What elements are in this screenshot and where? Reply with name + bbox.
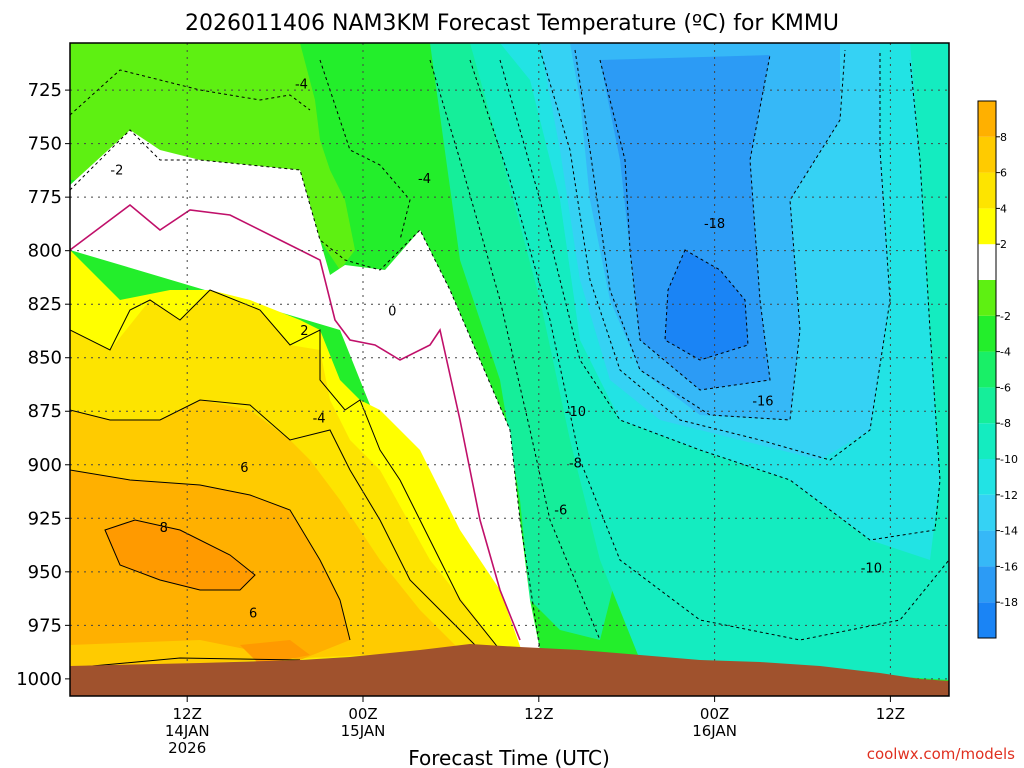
x-tick-label: 00Z bbox=[700, 705, 729, 723]
colorbar-swatch bbox=[978, 172, 996, 209]
contour-2 bbox=[70, 289, 501, 651]
colorbar-label: -16 bbox=[1000, 560, 1018, 573]
colorbar-label: -8 bbox=[1000, 417, 1011, 430]
colorbar-swatch bbox=[978, 602, 996, 638]
contour-label: 8 bbox=[160, 521, 168, 536]
colorbar-swatch bbox=[978, 315, 996, 352]
y-tick-label: 825 bbox=[28, 294, 62, 315]
colorbar-label: -12 bbox=[1000, 489, 1018, 502]
contour-label: -10 bbox=[861, 562, 882, 577]
contour-label: -6 bbox=[554, 504, 567, 519]
colorbar-label: -4 bbox=[1000, 346, 1011, 359]
colorbar-swatch bbox=[978, 387, 996, 424]
colorbar: -18 -16 -14 -12 -10 -8 -6 -4 -2 2 4 6 8 bbox=[977, 100, 1018, 639]
colorbar-swatch bbox=[978, 423, 996, 459]
contour-8-surface bbox=[70, 657, 301, 669]
y-tick-label: 750 bbox=[28, 134, 62, 155]
contour-minus16 bbox=[574, 49, 846, 421]
contour-label: -4 bbox=[418, 172, 431, 187]
colorbar-swatch bbox=[978, 351, 996, 388]
contour-minus4-mid bbox=[319, 59, 411, 241]
y-tick-label: 725 bbox=[28, 80, 62, 101]
band-8-to-10 bbox=[105, 520, 255, 590]
colorbar-label: 6 bbox=[1000, 167, 1007, 180]
x-tick-label: 12Z bbox=[524, 705, 553, 723]
x-tick-day: 15JAN bbox=[341, 722, 386, 740]
colorbar-swatch bbox=[978, 459, 996, 495]
credit-link[interactable]: coolwx.com/models bbox=[867, 745, 1015, 763]
band-minus20 bbox=[665, 250, 748, 360]
colorbar-label: 2 bbox=[1000, 238, 1007, 251]
x-axis-title: Forecast Time (UTC) bbox=[408, 746, 610, 768]
x-tick-day: 14JAN bbox=[165, 722, 210, 740]
x-tick-day: 16JAN bbox=[692, 722, 737, 740]
y-tick-label: 1000 bbox=[16, 669, 62, 690]
y-tick-label: 975 bbox=[28, 615, 62, 636]
contour-labels: -4 -2 -4 -18 0 2 -16 -10 -4 -8 6 -6 8 -10 6 bbox=[110, 78, 882, 622]
contour-zero bbox=[70, 203, 521, 641]
contour-minus14 bbox=[539, 49, 891, 461]
x-tick-year: 2026 bbox=[168, 739, 206, 757]
chart-title: 2026011406 NAM3KM Forecast Temperature (… bbox=[185, 11, 839, 36]
y-tick-label: 850 bbox=[28, 348, 62, 369]
colorbar-label: 4 bbox=[1000, 202, 1007, 215]
contour-label: -4 bbox=[313, 412, 326, 427]
colorbar-swatch bbox=[978, 136, 996, 173]
contour-label: -10 bbox=[565, 405, 586, 420]
terrain-ground bbox=[70, 644, 949, 696]
colorbar-frame bbox=[977, 100, 997, 639]
contour-minus12 bbox=[499, 59, 941, 541]
contour-4 bbox=[70, 399, 481, 651]
band-minus8 bbox=[430, 43, 620, 640]
colorbar-label: 8 bbox=[1000, 131, 1007, 144]
contour-label: 0 bbox=[388, 305, 396, 320]
contour-minus10 bbox=[469, 59, 949, 641]
y-tick-label: 775 bbox=[28, 187, 62, 208]
contour-6 bbox=[70, 469, 351, 641]
colorbar-swatch bbox=[978, 244, 996, 280]
colorbar-swatch bbox=[978, 208, 996, 245]
contour-label: 2 bbox=[300, 324, 308, 339]
colorbar-swatch bbox=[978, 530, 996, 567]
colorbar-swatch bbox=[978, 101, 996, 137]
y-tick-label: 800 bbox=[28, 241, 62, 262]
x-tick-label: 12Z bbox=[173, 705, 202, 723]
y-tick-label: 900 bbox=[28, 455, 62, 476]
colorbar-swatch bbox=[978, 494, 996, 531]
colorbar-label: -10 bbox=[1000, 453, 1018, 466]
colorbar-label: -6 bbox=[1000, 381, 1011, 394]
contour-label: -4 bbox=[295, 78, 308, 93]
x-tick-label: 12Z bbox=[876, 705, 905, 723]
contour-label: -8 bbox=[569, 457, 582, 472]
contour-label: 6 bbox=[240, 461, 248, 476]
colorbar-label: -2 bbox=[1000, 310, 1011, 323]
band-minus2-to-0 bbox=[70, 130, 540, 660]
x-tick-label: 00Z bbox=[348, 705, 377, 723]
colorbar-label: -14 bbox=[1000, 525, 1018, 538]
band-8-to-10-low bbox=[240, 640, 310, 665]
y-tick-label: 925 bbox=[28, 508, 62, 529]
colorbar-swatch bbox=[978, 566, 996, 603]
y-tick-label: 875 bbox=[28, 401, 62, 422]
contour-label: -18 bbox=[704, 217, 725, 232]
contour-label: -16 bbox=[752, 395, 773, 410]
y-tick-label: 950 bbox=[28, 562, 62, 583]
plot-area bbox=[70, 43, 949, 696]
contour-label: 6 bbox=[249, 607, 257, 622]
y-axis: 725 750 775 800 825 850 875 900 925 950 975 1000 bbox=[16, 80, 70, 690]
colorbar-label: -18 bbox=[1000, 596, 1018, 609]
contour-8 bbox=[104, 519, 256, 591]
plot-frame bbox=[69, 42, 950, 697]
contour-label: -2 bbox=[110, 163, 123, 178]
contour-minus2 bbox=[70, 129, 541, 651]
contour-minus4-upper bbox=[70, 69, 311, 116]
contour-minus18-outer bbox=[599, 54, 771, 391]
colorbar-swatch bbox=[978, 280, 996, 316]
band-minus2 bbox=[70, 43, 355, 270]
